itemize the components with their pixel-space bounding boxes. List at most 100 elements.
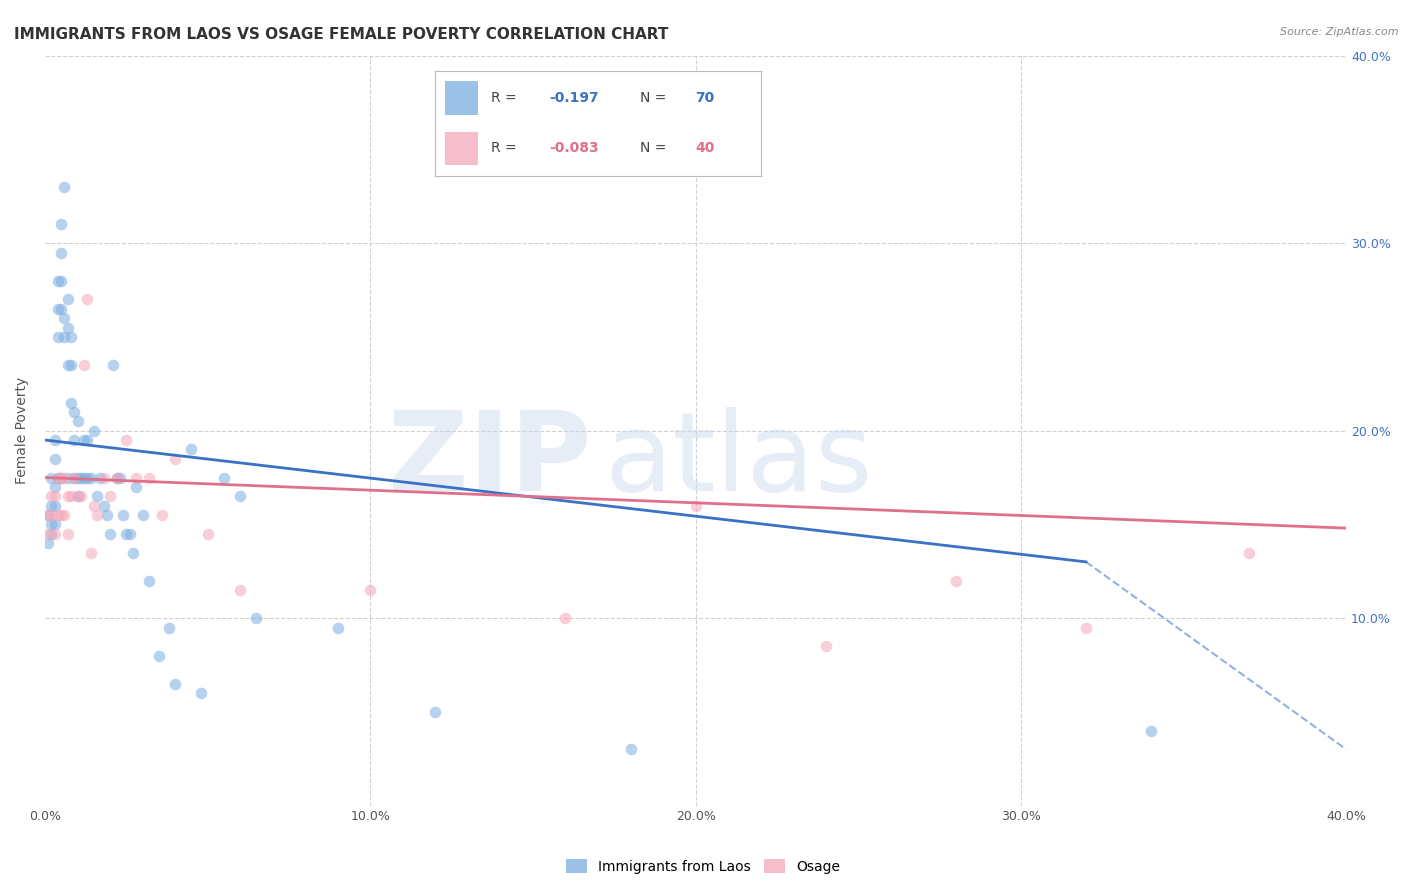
Point <box>118 526 141 541</box>
Point <box>44 480 66 494</box>
Point <box>619 742 641 756</box>
Point <box>63 470 86 484</box>
Point <box>115 526 138 541</box>
Point <box>1140 723 1163 738</box>
Point <box>46 508 69 522</box>
Point <box>103 358 125 372</box>
Point <box>56 470 79 484</box>
Point <box>51 245 73 260</box>
Point <box>46 470 69 484</box>
Point <box>93 470 115 484</box>
Point <box>125 480 148 494</box>
Point <box>197 526 219 541</box>
Point <box>59 395 82 409</box>
Point <box>105 470 128 484</box>
Point <box>165 451 187 466</box>
Point <box>165 677 187 691</box>
Point <box>93 499 115 513</box>
Point <box>44 489 66 503</box>
Point <box>112 508 135 522</box>
Text: ZIP: ZIP <box>388 407 592 514</box>
Point <box>115 433 138 447</box>
Point <box>83 499 105 513</box>
Point <box>44 526 66 541</box>
Y-axis label: Female Poverty: Female Poverty <box>15 377 30 484</box>
Point <box>229 489 252 503</box>
Point <box>41 470 63 484</box>
Point <box>180 442 202 457</box>
Point <box>83 424 105 438</box>
Point <box>41 517 63 532</box>
Point <box>945 574 967 588</box>
Point <box>73 433 96 447</box>
Point <box>44 433 66 447</box>
Point <box>66 489 89 503</box>
Text: Source: ZipAtlas.com: Source: ZipAtlas.com <box>1281 27 1399 37</box>
Point <box>76 470 98 484</box>
Point <box>63 405 86 419</box>
Point <box>245 611 267 625</box>
Point <box>56 320 79 334</box>
Text: IMMIGRANTS FROM LAOS VS OSAGE FEMALE POVERTY CORRELATION CHART: IMMIGRANTS FROM LAOS VS OSAGE FEMALE POV… <box>14 27 668 42</box>
Point <box>46 301 69 316</box>
Point <box>51 470 73 484</box>
Point <box>37 536 59 550</box>
Point <box>554 611 576 625</box>
Point <box>37 526 59 541</box>
Point <box>53 311 76 326</box>
Point <box>326 620 349 634</box>
Point <box>66 414 89 428</box>
Point <box>53 330 76 344</box>
Point <box>53 508 76 522</box>
Point <box>46 274 69 288</box>
Point <box>59 358 82 372</box>
Point <box>44 451 66 466</box>
Point <box>53 470 76 484</box>
Point <box>69 489 91 503</box>
Point <box>56 489 79 503</box>
Point <box>79 545 101 559</box>
Point <box>425 705 447 719</box>
Point <box>41 526 63 541</box>
Point <box>98 489 121 503</box>
Point <box>138 574 160 588</box>
Point <box>96 508 118 522</box>
Point <box>59 489 82 503</box>
Point <box>56 526 79 541</box>
Point <box>359 582 381 597</box>
Point <box>63 470 86 484</box>
Point <box>1237 545 1260 559</box>
Point <box>89 470 111 484</box>
Point <box>125 470 148 484</box>
Point <box>66 489 89 503</box>
Point <box>51 301 73 316</box>
Point <box>86 508 108 522</box>
Point <box>148 648 170 663</box>
Point <box>150 508 173 522</box>
Point <box>98 526 121 541</box>
Point <box>190 686 212 700</box>
Point <box>59 330 82 344</box>
Point <box>814 640 837 654</box>
Point <box>76 433 98 447</box>
Point <box>86 489 108 503</box>
Point <box>44 517 66 532</box>
Point <box>51 508 73 522</box>
Point <box>76 293 98 307</box>
Point <box>121 545 143 559</box>
Point <box>229 582 252 597</box>
Point <box>108 470 131 484</box>
Point <box>66 470 89 484</box>
Point <box>105 470 128 484</box>
Point <box>56 293 79 307</box>
Point <box>685 499 707 513</box>
Point <box>37 508 59 522</box>
Point <box>79 470 101 484</box>
Legend: Immigrants from Laos, Osage: Immigrants from Laos, Osage <box>558 852 848 880</box>
Point <box>131 508 153 522</box>
Point <box>212 470 235 484</box>
Point <box>73 470 96 484</box>
Point <box>41 499 63 513</box>
Point <box>51 470 73 484</box>
Point <box>41 489 63 503</box>
